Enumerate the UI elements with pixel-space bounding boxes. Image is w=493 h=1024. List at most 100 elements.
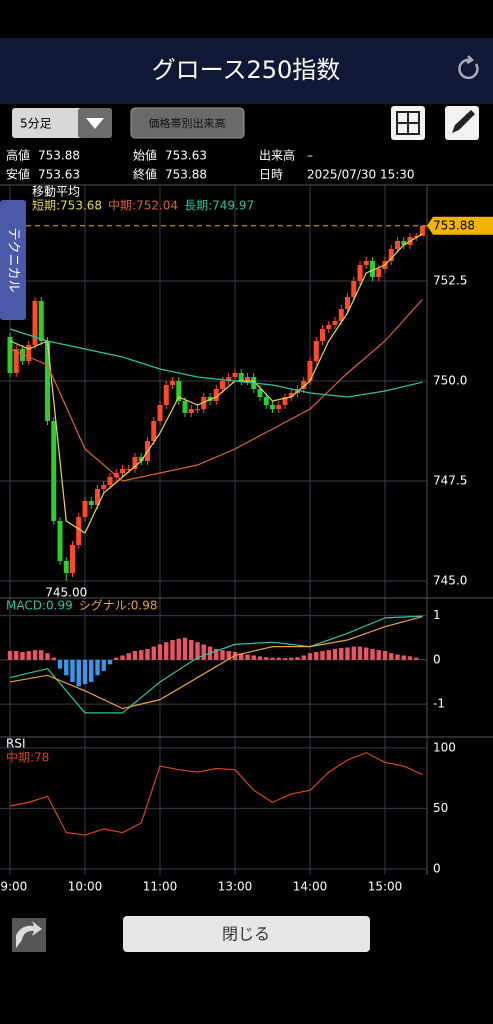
- side-tab[interactable]: [0, 200, 26, 320]
- macd-bar: [251, 655, 256, 660]
- macd-bar: [220, 650, 225, 660]
- candle-body: [7, 337, 13, 373]
- macd-bar: [151, 646, 156, 660]
- candle-body: [401, 241, 407, 245]
- candle-body: [126, 469, 132, 470]
- select-arrow: [86, 118, 104, 129]
- macd-bar: [382, 651, 388, 660]
- y-tick-label: 0: [433, 652, 441, 666]
- macd-bar: [339, 647, 344, 660]
- info-value: 2025/07/30 15:30: [307, 168, 415, 182]
- layout-icon[interactable]: [391, 106, 425, 140]
- macd-bar: [301, 655, 306, 660]
- macd-bar: [14, 651, 19, 660]
- info-value: 753.63: [38, 168, 80, 182]
- candle-body: [320, 329, 325, 341]
- candle-body: [270, 405, 275, 409]
- macd-bar: [326, 650, 331, 660]
- candle-body: [288, 393, 294, 397]
- candle-body: [357, 265, 363, 281]
- info-value: 753.88: [38, 149, 80, 163]
- info-label: 出来高: [259, 148, 295, 163]
- macd-bar: [101, 659, 106, 671]
- x-tick-label: 14:00: [293, 880, 328, 894]
- info-value: 753.88: [165, 168, 207, 182]
- y-tick-label: 100: [433, 740, 456, 754]
- candle-body: [188, 409, 194, 413]
- candle-body: [120, 469, 125, 473]
- series-line: [9, 615, 423, 714]
- macd-bar: [201, 644, 206, 660]
- macd-bar: [39, 650, 44, 660]
- close-button[interactable]: [123, 916, 370, 952]
- macd-bar: [164, 642, 169, 660]
- macd-bar: [320, 651, 325, 660]
- y-tick-label: 50: [433, 801, 448, 815]
- macd-bar: [32, 650, 38, 660]
- candle-body: [413, 235, 419, 237]
- volume-button-label: 価格帯別出来高: [149, 116, 226, 130]
- draw-icon[interactable]: [445, 106, 479, 140]
- side-tab-label: テクニカル: [6, 227, 21, 292]
- macd-bar: [107, 659, 113, 665]
- low-label: 745.00: [45, 586, 87, 600]
- y-tick-label: -1: [433, 697, 445, 711]
- legend-entry: 中期:752.04: [108, 198, 178, 213]
- macd-bar: [176, 638, 181, 660]
- indicator-title: 移動平均: [32, 185, 80, 199]
- series-line: [9, 233, 423, 534]
- legend-entry: 短期:753.68: [32, 199, 102, 213]
- macd-bar: [351, 646, 356, 660]
- y-tick-label: 747.5: [433, 474, 467, 488]
- interval: 5分足: [20, 117, 52, 131]
- refresh-icon[interactable]: [458, 55, 479, 80]
- candle-body: [88, 501, 94, 505]
- macd-bar: [282, 658, 288, 660]
- candle-body: [13, 349, 19, 373]
- title: グロース250指数: [152, 56, 341, 84]
- candle-body: [51, 421, 57, 521]
- candle-body: [263, 397, 269, 405]
- candle-body: [213, 389, 219, 401]
- macd-bar: [26, 651, 31, 660]
- macd-bar: [182, 637, 188, 660]
- series-line: [9, 328, 423, 398]
- macd-bar: [70, 659, 75, 682]
- series-line: [9, 298, 423, 482]
- chart-area: [0, 185, 493, 875]
- candle-body: [132, 457, 138, 469]
- macd-bar: [89, 659, 94, 682]
- macd-bar: [414, 657, 419, 660]
- candle-body: [170, 381, 175, 385]
- macd-bar: [276, 657, 281, 660]
- macd-bar: [345, 647, 350, 660]
- indicator-title: RSI: [6, 737, 26, 751]
- candle-body: [282, 397, 288, 405]
- y-tick-label: 745.0: [433, 574, 467, 588]
- candle-body: [313, 341, 319, 361]
- close-button-label: 閉じる: [222, 925, 270, 944]
- macd-bar: [7, 651, 13, 660]
- macd-bar: [395, 654, 400, 660]
- volume-button[interactable]: [130, 107, 245, 139]
- macd-bar: [195, 642, 200, 660]
- info-label: 安値: [6, 167, 30, 182]
- macd-bar: [245, 654, 250, 660]
- y-tick-label: 752.5: [433, 274, 467, 288]
- info-value: 753.63: [165, 149, 207, 163]
- x-tick-label: 09:00: [0, 880, 27, 894]
- macd-bar: [64, 659, 69, 676]
- candle-body: [370, 261, 375, 277]
- candle-body: [420, 225, 425, 236]
- y-tick-label: 1: [433, 608, 441, 622]
- plot: 09:00 10:00 11:00 13:00 14:00 15:00 752.5 750.0…: [0, 184, 493, 894]
- macd-bar: [82, 659, 88, 685]
- macd-bar: [270, 657, 275, 660]
- candle-body: [351, 281, 357, 297]
- back-icon[interactable]: [12, 918, 46, 952]
- candle-body: [157, 405, 163, 421]
- info-label: 日時: [259, 168, 283, 182]
- candle-body: [26, 345, 32, 361]
- header: [0, 38, 493, 104]
